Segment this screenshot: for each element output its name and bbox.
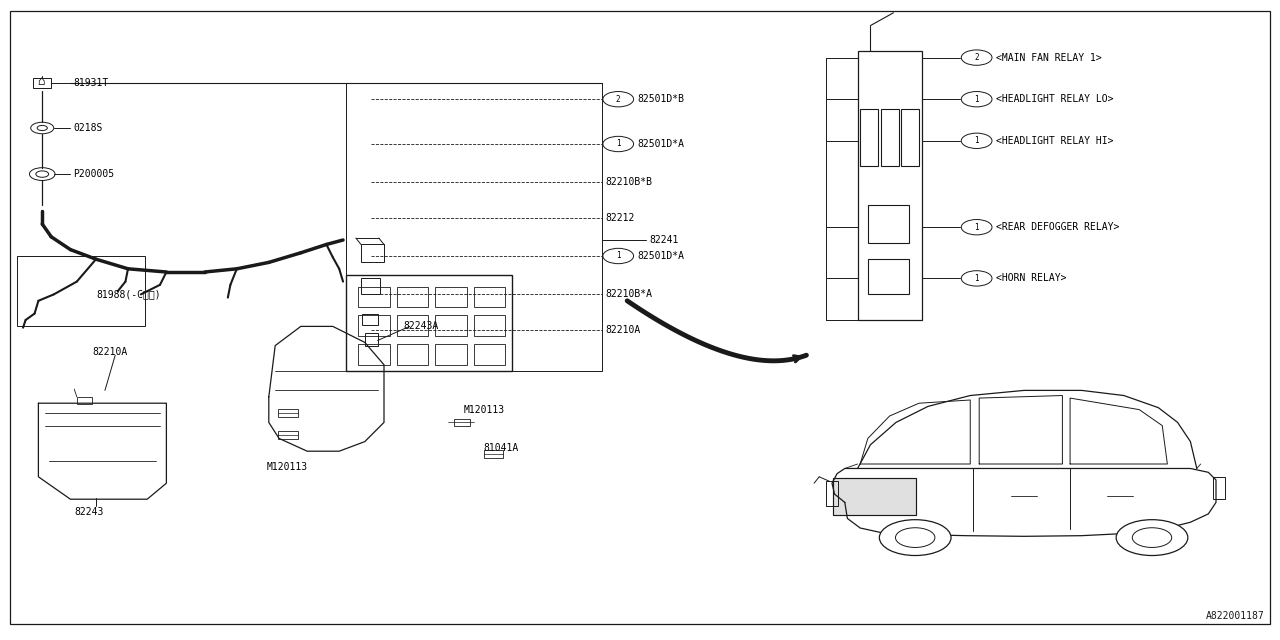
Text: 2: 2 bbox=[974, 53, 979, 62]
Text: 82501D*A: 82501D*A bbox=[637, 251, 685, 261]
Text: 0218S: 0218S bbox=[73, 123, 102, 133]
Circle shape bbox=[603, 92, 634, 107]
Text: <MAIN FAN RELAY 1>: <MAIN FAN RELAY 1> bbox=[996, 52, 1102, 63]
Text: 82243: 82243 bbox=[74, 507, 104, 517]
Bar bbox=[278, 409, 298, 417]
Bar bbox=[358, 344, 390, 365]
Bar bbox=[881, 109, 899, 166]
Bar bbox=[358, 287, 390, 307]
Bar bbox=[435, 344, 467, 365]
Text: 82243A: 82243A bbox=[403, 321, 439, 332]
Text: 1: 1 bbox=[974, 274, 979, 283]
Text: M120113: M120113 bbox=[266, 462, 307, 472]
Text: 1: 1 bbox=[974, 223, 979, 232]
Circle shape bbox=[961, 92, 992, 107]
Circle shape bbox=[1116, 520, 1188, 556]
Text: 1: 1 bbox=[974, 95, 979, 104]
Circle shape bbox=[603, 248, 634, 264]
Bar bbox=[454, 419, 470, 426]
Text: 82210B*B: 82210B*B bbox=[605, 177, 653, 188]
Text: 1: 1 bbox=[974, 136, 979, 145]
Bar bbox=[474, 287, 506, 307]
Bar bbox=[397, 344, 429, 365]
Bar bbox=[358, 316, 390, 336]
Bar bbox=[901, 109, 919, 166]
Bar bbox=[435, 316, 467, 336]
Bar bbox=[346, 275, 512, 371]
Text: 81931T: 81931T bbox=[73, 78, 109, 88]
Text: ⌂: ⌂ bbox=[37, 76, 45, 88]
Text: 82210A: 82210A bbox=[92, 347, 128, 357]
Text: 82241: 82241 bbox=[649, 235, 678, 245]
Bar bbox=[17, 256, 145, 326]
Bar bbox=[362, 314, 378, 325]
Circle shape bbox=[961, 220, 992, 235]
Text: A822001187: A822001187 bbox=[1206, 611, 1265, 621]
Text: <REAR DEFOGGER RELAY>: <REAR DEFOGGER RELAY> bbox=[996, 222, 1119, 232]
Text: <HEADLIGHT RELAY HI>: <HEADLIGHT RELAY HI> bbox=[996, 136, 1114, 146]
Bar bbox=[77, 397, 92, 404]
Bar bbox=[858, 51, 922, 320]
Text: 1: 1 bbox=[616, 252, 621, 260]
Text: M120113: M120113 bbox=[463, 404, 504, 415]
Bar bbox=[833, 478, 916, 515]
Text: 81988(-C年改): 81988(-C年改) bbox=[96, 289, 160, 300]
Bar bbox=[1213, 477, 1225, 499]
Text: P200005: P200005 bbox=[73, 169, 114, 179]
Bar bbox=[868, 205, 909, 243]
Text: 81041A: 81041A bbox=[484, 443, 520, 453]
Bar bbox=[484, 450, 503, 458]
Circle shape bbox=[961, 271, 992, 286]
Circle shape bbox=[961, 50, 992, 65]
Bar bbox=[278, 431, 298, 439]
Bar bbox=[868, 259, 909, 294]
Bar bbox=[346, 83, 602, 371]
Text: 1: 1 bbox=[616, 140, 621, 148]
Bar bbox=[474, 344, 506, 365]
Bar bbox=[361, 278, 380, 294]
Circle shape bbox=[1133, 528, 1171, 547]
Bar bbox=[435, 287, 467, 307]
Text: 82210A: 82210A bbox=[605, 324, 641, 335]
Bar bbox=[833, 478, 916, 515]
Bar bbox=[474, 316, 506, 336]
Circle shape bbox=[603, 136, 634, 152]
Text: <HEADLIGHT RELAY LO>: <HEADLIGHT RELAY LO> bbox=[996, 94, 1114, 104]
Circle shape bbox=[896, 528, 934, 547]
Text: 82501D*B: 82501D*B bbox=[637, 94, 685, 104]
Text: 82501D*A: 82501D*A bbox=[637, 139, 685, 149]
Text: 82212: 82212 bbox=[605, 212, 635, 223]
Circle shape bbox=[961, 133, 992, 148]
Bar bbox=[397, 316, 429, 336]
Bar bbox=[365, 333, 378, 346]
Bar bbox=[33, 78, 51, 88]
Bar bbox=[361, 244, 384, 262]
Text: 82210B*A: 82210B*A bbox=[605, 289, 653, 300]
Bar bbox=[860, 109, 878, 166]
Bar bbox=[826, 481, 838, 506]
Text: 2: 2 bbox=[616, 95, 621, 104]
Bar bbox=[397, 287, 429, 307]
Text: <HORN RELAY>: <HORN RELAY> bbox=[996, 273, 1066, 284]
Circle shape bbox=[879, 520, 951, 556]
